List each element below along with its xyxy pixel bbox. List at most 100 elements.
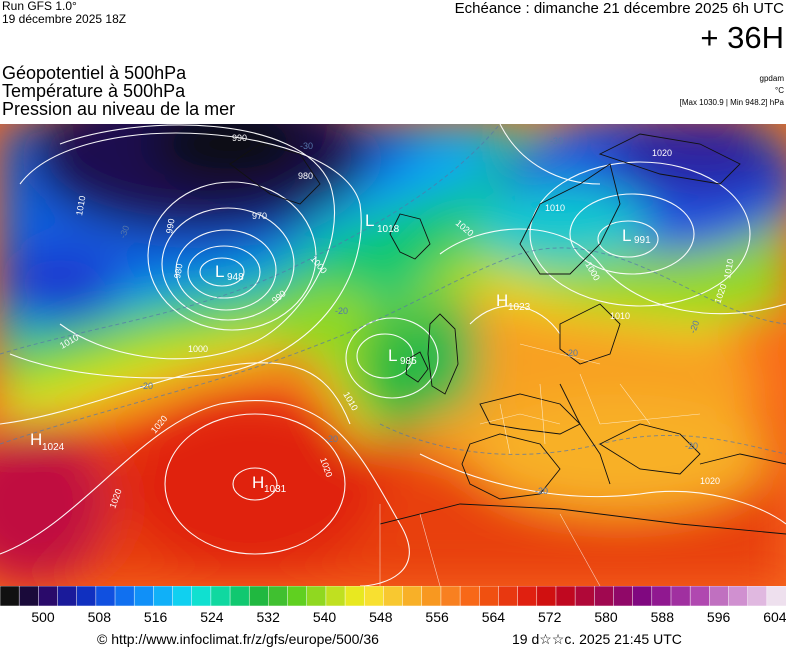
unit-celsius: °C <box>775 86 784 95</box>
temp-label: -20 <box>140 381 153 391</box>
color-swatch <box>632 585 653 607</box>
center-letter: L <box>622 226 631 245</box>
color-swatch <box>344 585 365 607</box>
title-pressure: Pression au niveau de la mer <box>2 99 236 119</box>
isobar-label: 1010 <box>74 195 87 216</box>
temp-label: -20 <box>325 434 338 444</box>
isobar-label: 980 <box>298 171 313 181</box>
color-swatch <box>479 585 500 607</box>
weather-map[interactable]: 990 980 970 980 990 1000 1000 1010 1010 … <box>0 124 786 586</box>
run-date: 19 décembre 2025 18Z <box>2 12 127 26</box>
color-swatch <box>555 585 576 607</box>
color-swatch <box>306 585 327 607</box>
run-label: Run GFS 1.0° <box>2 0 77 13</box>
color-swatch <box>670 585 691 607</box>
run-info: Run GFS 1.0° 19 décembre 2025 18Z <box>2 0 126 26</box>
scale-tick-label: 588 <box>650 609 674 625</box>
color-swatch <box>709 585 730 607</box>
map-svg: 990 980 970 980 990 1000 1000 1010 1010 … <box>0 124 786 586</box>
scale-tick-label: 604 <box>763 609 786 625</box>
color-swatch <box>268 585 289 607</box>
color-swatch <box>38 585 59 607</box>
isobar-label: 1010 <box>722 258 735 279</box>
color-swatch <box>325 585 346 607</box>
isobar-label: 980 <box>172 263 184 280</box>
temp-label: -20 <box>535 486 548 496</box>
temp-label: -30 <box>117 224 131 240</box>
center-value: 985 <box>400 356 417 367</box>
center-letter: H <box>496 291 508 310</box>
scale-tick-label: 516 <box>143 609 168 625</box>
generated-time: 19 d☆☆c. 2025 21:45 UTC <box>512 631 682 647</box>
color-swatch <box>229 585 250 607</box>
scale-tick-label: 564 <box>481 609 506 625</box>
color-swatch <box>651 585 672 607</box>
scale-tick-label: 572 <box>538 609 562 625</box>
center-letter: L <box>215 262 224 281</box>
temp-label: -30 <box>300 141 313 151</box>
color-swatch <box>613 585 634 607</box>
temp-label: -30 <box>550 136 563 146</box>
low-center-991: L 991 <box>622 226 651 246</box>
isobar-label: 1010 <box>545 203 565 213</box>
color-swatch <box>248 585 270 607</box>
lead-time: + 36H <box>700 20 784 55</box>
center-letter: L <box>365 211 374 230</box>
color-swatch <box>95 585 116 607</box>
color-swatch <box>536 585 557 607</box>
color-swatch <box>459 585 481 607</box>
center-value: 1018 <box>377 224 400 235</box>
forecast-time: Echéance : dimanche 21 décembre 2025 6h … <box>454 0 784 17</box>
center-letter: H <box>30 430 42 449</box>
temp-label: -20 <box>565 348 578 358</box>
source-url[interactable]: © http://www.infoclimat.fr/z/gfs/europe/… <box>97 631 379 647</box>
color-swatch <box>153 585 174 607</box>
color-swatch <box>191 585 212 607</box>
isobar-label: 990 <box>232 133 247 143</box>
color-swatch <box>287 585 308 607</box>
temp-label: -20 <box>687 319 701 335</box>
pressure-range: [Max 1030.9 | Min 948.2] hPa <box>679 98 784 107</box>
color-swatch <box>18 585 40 607</box>
color-scale-labels: 500 508 516 524 532 540 548 556 564 572 580 588 596 6… <box>0 609 786 627</box>
color-swatch <box>363 585 385 607</box>
scale-tick-label: 508 <box>87 609 111 625</box>
center-value: 991 <box>634 235 651 246</box>
units-legend: gpdam °C [Max 1030.9 | Min 948.2] hPa <box>680 73 784 109</box>
title-temperature: Température à 500hPa <box>2 81 186 101</box>
low-center-985: L 985 <box>388 346 417 367</box>
isobar-label: 1010 <box>610 311 630 321</box>
isobar-label: 1020 <box>652 148 672 158</box>
color-swatch <box>383 585 404 607</box>
color-scale <box>0 585 786 607</box>
isobar-label: 970 <box>252 211 267 221</box>
scale-tick-label: 556 <box>425 609 449 625</box>
color-scale-svg <box>0 585 786 607</box>
scale-tick-label: 532 <box>256 609 280 625</box>
color-swatch <box>766 585 786 607</box>
map-titles: Géopotentiel à 500hPa Température à 500h… <box>2 64 235 118</box>
temp-label: -20 <box>685 441 698 451</box>
isobar-label: 1020 <box>700 476 720 486</box>
color-swatch <box>440 585 461 607</box>
scale-tick-label: 596 <box>706 609 731 625</box>
color-swatch <box>517 585 538 607</box>
temp-label: -20 <box>335 306 348 316</box>
center-value: 1024 <box>42 442 65 453</box>
color-swatch <box>594 585 615 607</box>
color-swatch <box>402 585 423 607</box>
color-swatch <box>114 585 135 607</box>
color-swatch <box>172 585 193 607</box>
scale-tick-label: 580 <box>594 609 618 625</box>
low-center-948: L 948 <box>215 262 244 283</box>
center-value: 1023 <box>508 302 531 313</box>
isobar-label: 1000 <box>188 344 208 354</box>
title-geopotential: Géopotentiel à 500hPa <box>2 63 187 83</box>
color-swatch <box>574 585 596 607</box>
color-swatch <box>747 585 768 607</box>
high-center-1031: H 1031 <box>252 473 287 495</box>
center-value: 1031 <box>264 484 287 495</box>
color-swatch <box>728 585 749 607</box>
low-center-1018: L 1018 <box>365 211 400 235</box>
scale-tick-label: 524 <box>200 609 224 625</box>
